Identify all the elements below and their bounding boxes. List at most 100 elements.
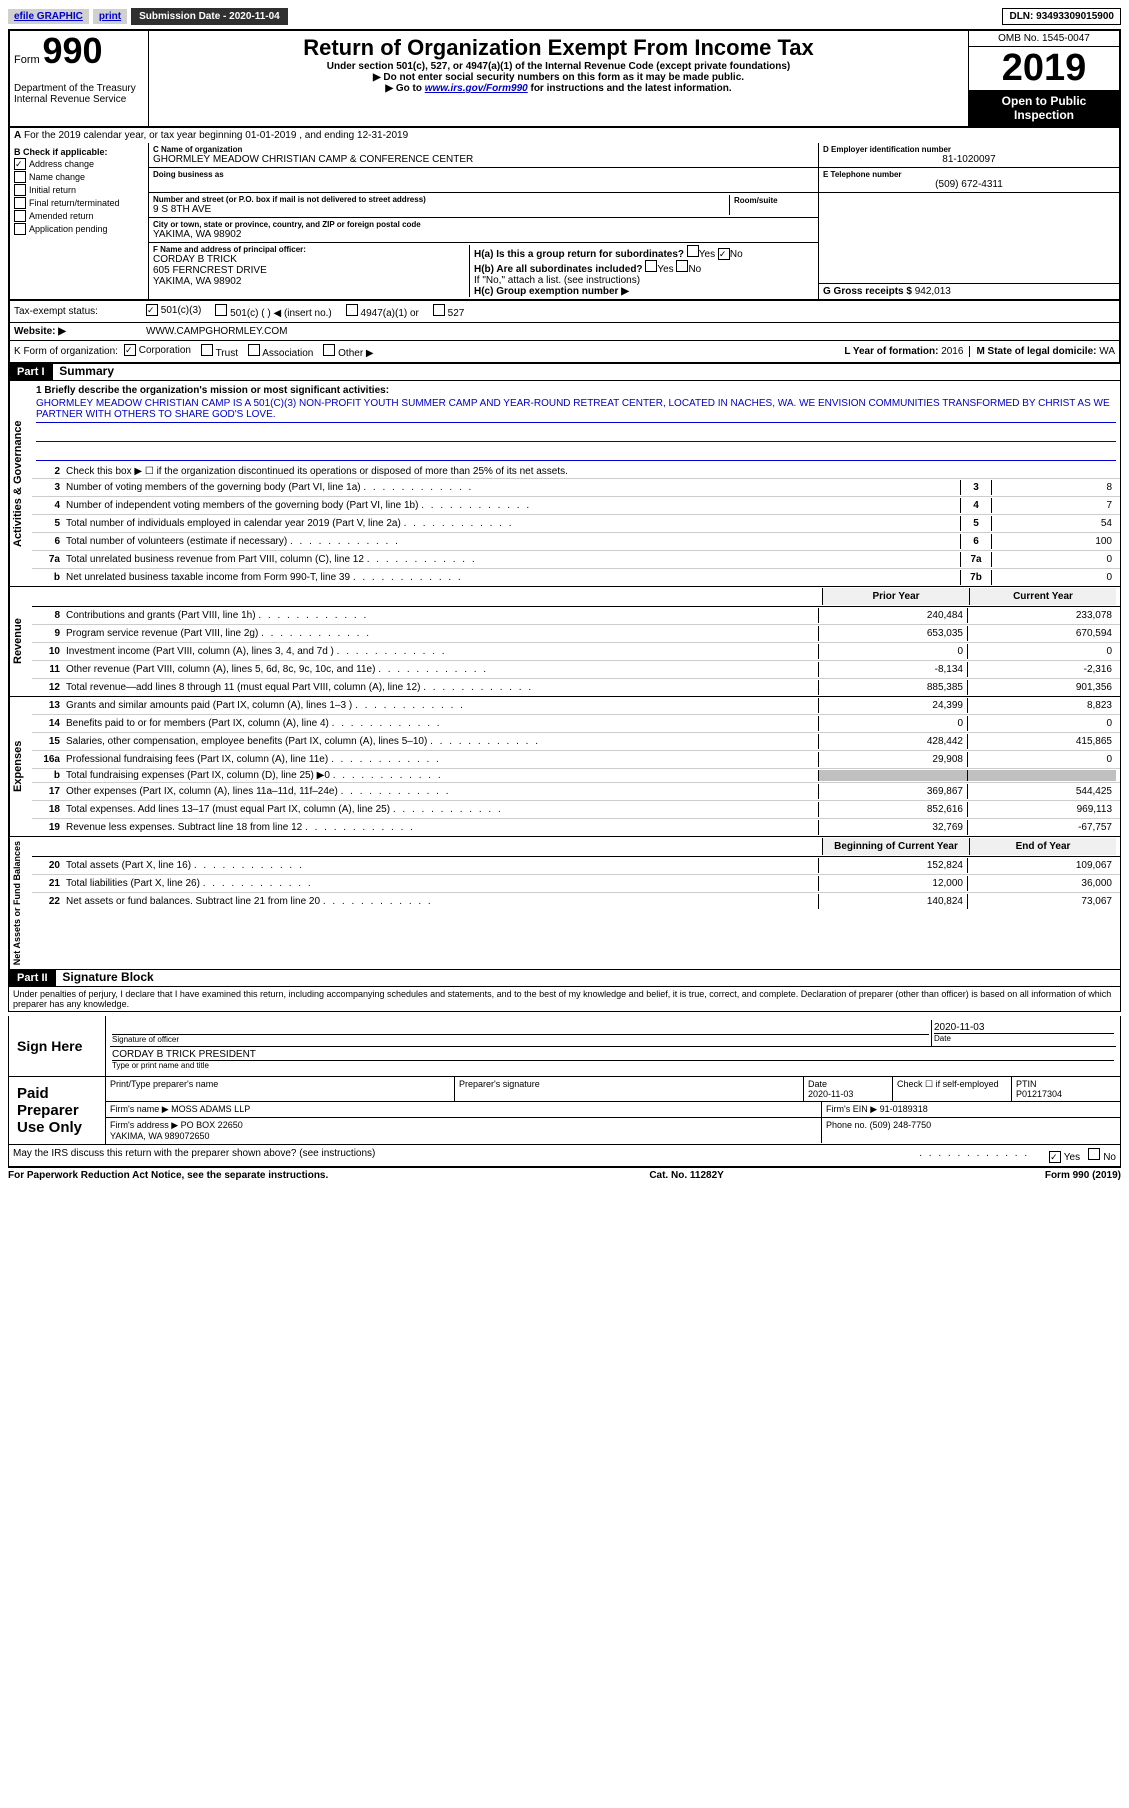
k-row: K Form of organization: Corporation Trus… [8,341,1121,364]
website-url: WWW.CAMPGHORMLEY.COM [146,326,287,337]
city-label: City or town, state or province, country… [153,220,814,229]
dln: DLN: 93493309015900 [1002,8,1121,25]
e-label: E Telephone number [823,170,1115,179]
d-label: D Employer identification number [823,145,1115,154]
tax-status-row: Tax-exempt status: 501(c)(3) 501(c) ( ) … [8,301,1121,323]
c-label: C Name of organization [153,145,814,154]
type-print-label: Type or print name and title [112,1061,1114,1070]
h-b-note: If "No," attach a list. (see instruction… [474,275,814,286]
street-address: 9 S 8TH AVE [153,204,729,215]
department-label: Department of the Treasury Internal Reve… [14,83,144,105]
ptin: P01217304 [1016,1089,1062,1099]
current-year-header: Current Year [970,588,1116,605]
data-line: 18Total expenses. Add lines 13–17 (must … [32,801,1120,819]
form-number: 990 [42,30,102,71]
officer-info: CORDAY B TRICK 605 FERNCREST DRIVE YAKIM… [153,254,469,287]
revenue-section: Revenue Prior Year Current Year 8Contrib… [8,587,1121,697]
top-bar: efile GRAPHIC print Submission Date - 20… [8,8,1121,25]
part2-title: Signature Block [62,970,153,984]
data-line: 15Salaries, other compensation, employee… [32,733,1120,751]
data-line: 20Total assets (Part X, line 16) 152,824… [32,857,1120,875]
net-assets-section: Net Assets or Fund Balances Beginning of… [8,837,1121,970]
efile-link[interactable]: efile GRAPHIC [8,9,89,24]
signature-block: Sign Here Signature of officer 2020-11-0… [8,1016,1121,1145]
irs-link[interactable]: www.irs.gov/Form990 [425,83,528,94]
expenses-section: Expenses 13Grants and similar amounts pa… [8,697,1121,837]
tax-year: 2019 [969,47,1119,90]
governance-line: 4Number of independent voting members of… [32,497,1120,515]
phone: (509) 672-4311 [823,179,1115,190]
k-opt: Corporation [124,344,191,359]
footer: For Paperwork Reduction Act Notice, see … [8,1167,1121,1181]
date-label: Date [934,1033,1114,1043]
governance-line: 7aTotal unrelated business revenue from … [32,551,1120,569]
end-year-header: End of Year [970,838,1116,855]
data-line: 11Other revenue (Part VIII, column (A), … [32,661,1120,679]
footer-mid: Cat. No. 11282Y [649,1170,723,1181]
checkbox-amended-return: Amended return [14,210,144,222]
h-b: H(b) Are all subordinates included? Yes … [474,260,814,275]
org-name: GHORMLEY MEADOW CHRISTIAN CAMP & CONFERE… [153,154,814,165]
instruction-1: ▶ Do not enter social security numbers o… [153,72,964,83]
prep-sig-label: Preparer's signature [455,1077,804,1101]
data-line: 21Total liabilities (Part X, line 26) 12… [32,875,1120,893]
tax-opt: 501(c) ( ) ◀ (insert no.) [215,304,331,319]
sig-officer-label: Signature of officer [112,1034,929,1044]
checkbox-initial-return: Initial return [14,184,144,196]
instruction-2: ▶ Go to www.irs.gov/Form990 for instruct… [153,83,964,94]
k-opt: Other ▶ [323,344,373,359]
prep-name-label: Print/Type preparer's name [106,1077,455,1101]
open-public-badge: Open to Public Inspection [969,90,1119,126]
paid-preparer-label: Paid Preparer Use Only [9,1077,106,1144]
dba-label: Doing business as [153,170,814,179]
self-employed-check: Check ☐ if self-employed [893,1077,1012,1101]
checkbox-name-change: Name change [14,171,144,183]
begin-year-header: Beginning of Current Year [822,838,970,855]
firm-phone: (509) 248-7750 [870,1120,932,1130]
part2-header: Part II [9,970,56,986]
k-opt: Trust [201,344,238,359]
data-line: 22Net assets or fund balances. Subtract … [32,893,1120,910]
data-line: 13Grants and similar amounts paid (Part … [32,697,1120,715]
ein: 81-1020097 [823,154,1115,165]
declaration: Under penalties of perjury, I declare th… [8,987,1121,1012]
footer-left: For Paperwork Reduction Act Notice, see … [8,1170,328,1181]
data-line: 14Benefits paid to or for members (Part … [32,715,1120,733]
main-title: Return of Organization Exempt From Incom… [153,35,964,61]
checkbox-address-change: Address change [14,158,144,170]
checkbox-final-return-terminated: Final return/terminated [14,197,144,209]
governance-line: bNet unrelated business taxable income f… [32,569,1120,586]
line-a: A For the 2019 calendar year, or tax yea… [8,128,1121,143]
org-info-section: B Check if applicable: Address changeNam… [8,143,1121,301]
website-row: Website: ▶ WWW.CAMPGHORMLEY.COM [8,323,1121,341]
tax-opt: 501(c)(3) [146,304,201,319]
omb-number: OMB No. 1545-0047 [969,31,1119,47]
data-line: 17Other expenses (Part IX, column (A), l… [32,783,1120,801]
governance-line: 2Check this box ▶ ☐ if the organization … [32,465,1120,479]
state-domicile: WA [1099,346,1115,357]
city-state-zip: YAKIMA, WA 98902 [153,229,814,240]
g-label: G Gross receipts $ [823,286,912,297]
j-label: Website: ▶ [14,326,140,337]
side-expenses: Expenses [9,697,32,836]
data-line: 10Investment income (Part VIII, column (… [32,643,1120,661]
data-line: 8Contributions and grants (Part VIII, li… [32,607,1120,625]
governance-section: Activities & Governance 1 Briefly descri… [8,381,1121,587]
data-line: 16aProfessional fundraising fees (Part I… [32,751,1120,769]
tax-opt: 527 [433,304,464,319]
part1-header: Part I [9,364,53,380]
side-revenue: Revenue [9,587,32,696]
print-link[interactable]: print [93,9,127,24]
footer-right: Form 990 (2019) [1045,1170,1121,1181]
mission-label: 1 Briefly describe the organization's mi… [36,385,389,396]
data-line: 9Program service revenue (Part VIII, lin… [32,625,1120,643]
checkbox-application-pending: Application pending [14,223,144,235]
f-label: F Name and address of principal officer: [153,245,469,254]
submission-date: Submission Date - 2020-11-04 [131,8,288,25]
tax-opt: 4947(a)(1) or [346,304,419,319]
section-b: B Check if applicable: Address changeNam… [10,143,149,299]
data-line: 19Revenue less expenses. Subtract line 1… [32,819,1120,836]
discuss-row: May the IRS discuss this return with the… [8,1145,1121,1167]
room-label: Room/suite [734,196,778,205]
mission-text: GHORMLEY MEADOW CHRISTIAN CAMP IS A 501(… [36,396,1116,423]
